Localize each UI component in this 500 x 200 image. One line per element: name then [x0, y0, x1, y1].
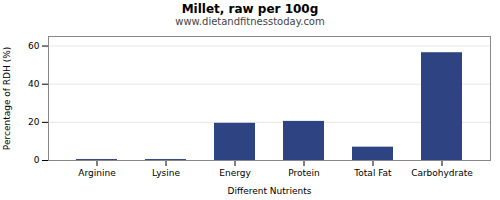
html-text:www.dietandfitnesstoday.com: www.dietandfitnesstoday.com — [175, 16, 325, 27]
svg-text:60: 60 — [28, 41, 40, 51]
svg-text:Protein: Protein — [288, 168, 320, 178]
svg-text:Total Fat: Total Fat — [353, 168, 392, 178]
svg-text:Energy: Energy — [219, 168, 251, 178]
svg-text:Lysine: Lysine — [152, 168, 180, 178]
svg-text:40: 40 — [28, 79, 40, 89]
svg-text:Percentage of RDH (%): Percentage of RDH (%) — [2, 47, 12, 150]
html-text:Millet, raw per 100g: Millet, raw per 100g — [181, 2, 319, 16]
svg-text:0: 0 — [34, 155, 40, 165]
svg-text:20: 20 — [28, 117, 40, 127]
svg-text:Carbohydrate: Carbohydrate — [411, 168, 473, 178]
svg-text:Different Nutrients: Different Nutrients — [228, 186, 312, 196]
svg-text:Arginine: Arginine — [78, 168, 116, 178]
